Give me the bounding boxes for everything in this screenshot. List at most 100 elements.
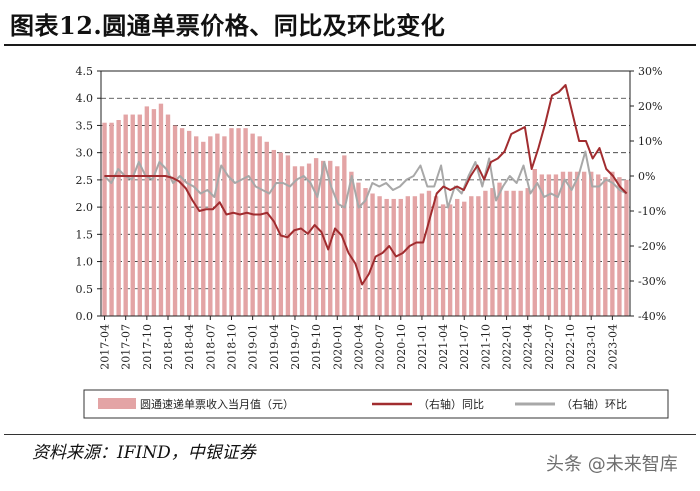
bar [469,196,474,316]
bar [313,158,319,316]
x-tick-label: 2023-01 [585,324,598,370]
bar [109,122,114,316]
bar [130,114,135,316]
bar [377,196,382,316]
bar [306,163,312,316]
x-tick-label: 2017-07 [120,324,133,370]
bar [497,182,502,316]
bar [546,174,552,316]
right-tick-label: 0% [638,170,655,183]
bar [158,103,164,316]
bar [483,190,488,316]
x-tick-label: 2021-04 [437,324,450,370]
bar [328,160,333,316]
x-tick-label: 2019-04 [268,324,281,370]
left-tick-label: 2.5 [76,174,94,187]
bar [391,198,396,316]
right-tick-label: 10% [638,135,662,148]
bar [215,133,220,316]
plot-frame [100,70,631,317]
right-tick-label: 30% [638,65,662,78]
bar [236,128,241,316]
left-tick-label: 2.0 [76,201,94,214]
bar [581,171,587,316]
watermark: 头条 @未来智库 [546,454,678,475]
bar-series [102,103,629,316]
bar [370,193,375,316]
left-tick-label: 1.5 [76,228,94,241]
bar [250,133,255,316]
right-tick-label: -40% [638,310,666,323]
x-tick-label: 2023-04 [606,324,619,370]
bar [617,177,622,316]
tick-labels: 0.0 0.5 1.0 1.5 2.0 2.5 3.0 3.5 4.0 4.5 -40% -30% -2… [76,65,667,370]
bar [271,149,276,316]
bar [208,136,213,316]
bar [384,198,389,316]
bar [172,125,178,316]
x-tick-label: 2021-01 [416,324,429,370]
bar [455,198,460,316]
bar [553,174,559,316]
x-tick-label: 2021-10 [479,324,492,370]
bar [560,171,566,316]
bar [349,171,354,316]
x-tick-label: 2017-10 [141,324,154,370]
bar [518,190,523,316]
bar [257,136,262,316]
left-tick-label: 1.0 [76,256,94,269]
x-tick-label: 2018-07 [204,324,217,370]
bar [201,141,206,316]
x-tick-label: 2020-07 [374,324,387,370]
left-tick-label: 0.0 [76,310,94,323]
yoy-line [104,84,628,286]
legend: 圆通速递单票收入当月值（元） （右轴）同比 （右轴）环比 [83,389,669,419]
legend-label-bar: 圆通速递单票收入当月值（元） [140,397,294,411]
bar [151,109,157,316]
x-tick-label: 2019-07 [289,324,302,370]
bar [292,166,298,316]
x-tick-label: 2022-01 [501,324,514,370]
bar [116,120,121,316]
mom-line [103,150,628,209]
right-tick-label: -20% [638,240,666,253]
left-tick-label: 4.0 [76,92,94,105]
bar [440,204,446,316]
legend-swatch-bar [98,398,136,409]
bar [624,179,629,316]
bar [186,130,192,316]
left-tick-label: 3.5 [76,119,94,132]
bar [363,188,368,316]
bar [596,174,601,316]
x-tick-label: 2019-01 [247,324,260,370]
bar [165,114,171,316]
x-tick-label: 2018-04 [183,324,196,370]
bar [426,190,432,316]
bar [179,128,185,316]
right-tick-label: -10% [638,205,666,218]
bar [229,128,234,316]
x-tick-label: 2022-07 [543,324,556,370]
bar [525,188,530,316]
bar [603,177,608,316]
x-tick-label: 2020-04 [352,324,365,370]
bar [137,114,142,316]
bar [511,190,516,316]
bar [102,122,107,316]
x-tick-label: 2018-10 [225,324,238,370]
bar [476,196,481,316]
bar [243,128,248,316]
bar [539,174,545,316]
bar [123,114,128,316]
bar [589,171,594,316]
bar [335,166,340,316]
legend-label-mom: （右轴）环比 [561,397,627,411]
right-tick-label: 20% [638,100,662,113]
right-tick-label: -30% [638,275,666,288]
bar [299,166,305,316]
bar [194,136,199,316]
bar [433,196,439,316]
bar [610,171,615,316]
bar [342,155,347,316]
